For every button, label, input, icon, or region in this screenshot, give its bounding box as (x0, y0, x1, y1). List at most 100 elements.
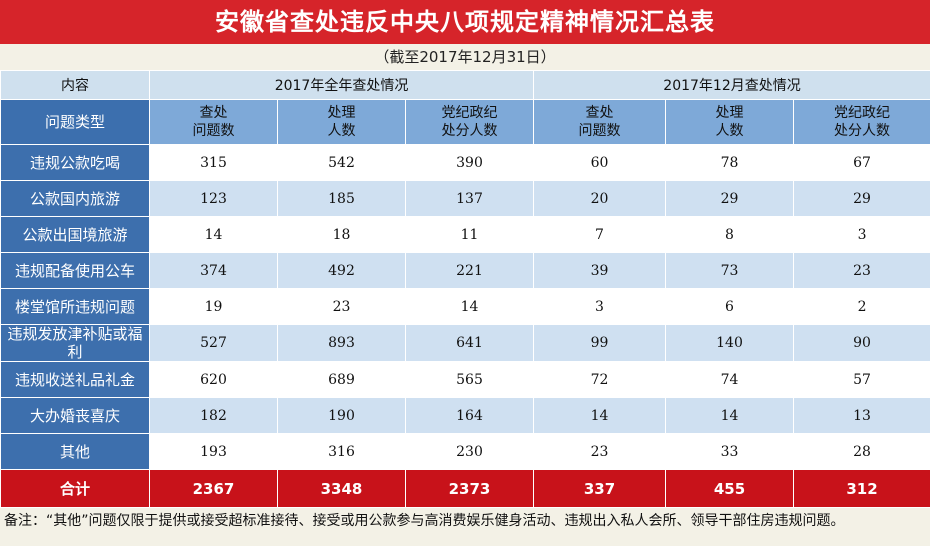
summary-table: 内容 2017年全年查处情况 2017年12月查处情况 问题类型 查处 问题数 处理… (0, 70, 930, 508)
subheader-line: 党纪政纪 (441, 105, 498, 121)
total-cell: 3348 (277, 469, 406, 508)
row-type-label: 违规发放津补贴或福利 (0, 324, 150, 362)
table-cell: 140 (665, 324, 795, 362)
table-cell: 893 (277, 324, 406, 362)
total-cell: 2367 (149, 469, 278, 508)
total-cell: 2373 (404, 469, 535, 508)
table-cell: 527 (149, 324, 278, 362)
table-row: 违规收送礼品礼金 620 689 565 72 74 57 (0, 361, 930, 398)
table-cell: 193 (149, 433, 278, 470)
table-cell: 492 (277, 252, 406, 289)
subheader-cell: 处理 人数 (277, 99, 406, 145)
table-cell: 8 (665, 216, 795, 253)
table-cell: 641 (404, 324, 535, 362)
table-cell: 29 (665, 180, 795, 217)
table-cell: 20 (533, 180, 667, 217)
annual-group-header: 2017年全年查处情况 (148, 70, 535, 100)
subheader-cell: 查处 问题数 (149, 99, 278, 145)
table-cell: 123 (149, 180, 278, 217)
table-cell: 316 (277, 433, 406, 470)
header-row: 内容 2017年全年查处情况 2017年12月查处情况 (0, 70, 930, 100)
subheader-cell: 党纪政纪 处分人数 (793, 99, 930, 145)
table-row: 大办婚丧喜庆 182 190 164 14 14 13 (0, 397, 930, 434)
table-cell: 565 (404, 361, 535, 398)
subheader-line: 党纪政纪 (834, 105, 891, 121)
subheader-line: 处分人数 (441, 123, 498, 139)
table-cell: 23 (793, 252, 930, 289)
table-cell: 23 (277, 288, 406, 325)
row-type-label: 违规收送礼品礼金 (0, 361, 150, 398)
table-cell: 182 (149, 397, 278, 434)
subheader-line: 人数 (715, 123, 744, 139)
subheader-line: 查处 (585, 105, 614, 121)
row-type-label: 大办婚丧喜庆 (0, 397, 150, 434)
subheader-line: 人数 (327, 123, 356, 139)
subheader-line: 处分人数 (834, 123, 891, 139)
total-cell: 455 (665, 469, 795, 508)
table-cell: 14 (404, 288, 535, 325)
table-cell: 620 (149, 361, 278, 398)
page-title: 安徽省查处违反中央八项规定精神情况汇总表 (0, 0, 930, 44)
subheader-cell: 查处 问题数 (533, 99, 667, 145)
subheader-line: 处理 (715, 105, 744, 121)
table-row: 公款出国境旅游 14 18 11 7 8 3 (0, 216, 930, 253)
row-type-label: 公款国内旅游 (0, 180, 150, 217)
table-cell: 374 (149, 252, 278, 289)
table-cell: 28 (793, 433, 930, 470)
subheader-cell: 党纪政纪 处分人数 (404, 99, 535, 145)
row-type-label: 违规公款吃喝 (0, 144, 150, 181)
table-cell: 6 (665, 288, 795, 325)
total-row: 合计 2367 3348 2373 337 455 312 (0, 469, 930, 508)
table-row: 楼堂馆所违规问题 19 23 14 3 6 2 (0, 288, 930, 325)
table-cell: 185 (277, 180, 406, 217)
table-cell: 29 (793, 180, 930, 217)
table-cell: 689 (277, 361, 406, 398)
table-cell: 78 (665, 144, 795, 181)
total-cell: 337 (533, 469, 667, 508)
table-cell: 137 (404, 180, 535, 217)
footnote: 备注：“其他”问题仅限于提供或接受超标准接待、接受或用公款参与高消费娱乐健身活动… (0, 508, 930, 534)
subheader-line: 查处 (199, 105, 228, 121)
table-cell: 23 (533, 433, 667, 470)
table-row: 其他 193 316 230 23 33 28 (0, 433, 930, 470)
table-cell: 190 (277, 397, 406, 434)
table-cell: 390 (404, 144, 535, 181)
subheader-line: 问题数 (578, 123, 621, 139)
table-cell: 67 (793, 144, 930, 181)
page-subtitle: （截至2017年12月31日） (0, 44, 930, 70)
table-cell: 60 (533, 144, 667, 181)
table-cell: 99 (533, 324, 667, 362)
row-type-label: 楼堂馆所违规问题 (0, 288, 150, 325)
table-cell: 74 (665, 361, 795, 398)
table-cell: 542 (277, 144, 406, 181)
table-cell: 3 (533, 288, 667, 325)
row-type-label: 违规配备使用公车 (0, 252, 150, 289)
subheader-line: 处理 (327, 105, 356, 121)
table-cell: 39 (533, 252, 667, 289)
table-row: 违规公款吃喝 315 542 390 60 78 67 (0, 144, 930, 181)
subheader-line: 问题数 (192, 123, 235, 139)
table-cell: 221 (404, 252, 535, 289)
table-row: 公款国内旅游 123 185 137 20 29 29 (0, 180, 930, 217)
subheader-cell: 处理 人数 (665, 99, 795, 145)
table-cell: 73 (665, 252, 795, 289)
table-cell: 315 (149, 144, 278, 181)
table-row: 违规配备使用公车 374 492 221 39 73 23 (0, 252, 930, 289)
content-header: 内容 (0, 70, 150, 100)
type-header: 问题类型 (0, 99, 150, 145)
table-cell: 11 (404, 216, 535, 253)
table-cell: 14 (149, 216, 278, 253)
table-cell: 90 (793, 324, 930, 362)
row-type-label: 公款出国境旅游 (0, 216, 150, 253)
table-cell: 14 (665, 397, 795, 434)
subheader-row: 问题类型 查处 问题数 处理 人数 党纪政纪 处分人数 查处 问题数 处理 人数 党纪政纪 处分人数 (0, 99, 930, 145)
row-type-label: 其他 (0, 433, 150, 470)
december-group-header: 2017年12月查处情况 (533, 70, 930, 100)
table-row: 违规发放津补贴或福利 527 893 641 99 140 90 (0, 324, 930, 362)
table-cell: 230 (404, 433, 535, 470)
total-label: 合计 (0, 469, 150, 508)
table-cell: 164 (404, 397, 535, 434)
table-cell: 7 (533, 216, 667, 253)
table-cell: 19 (149, 288, 278, 325)
